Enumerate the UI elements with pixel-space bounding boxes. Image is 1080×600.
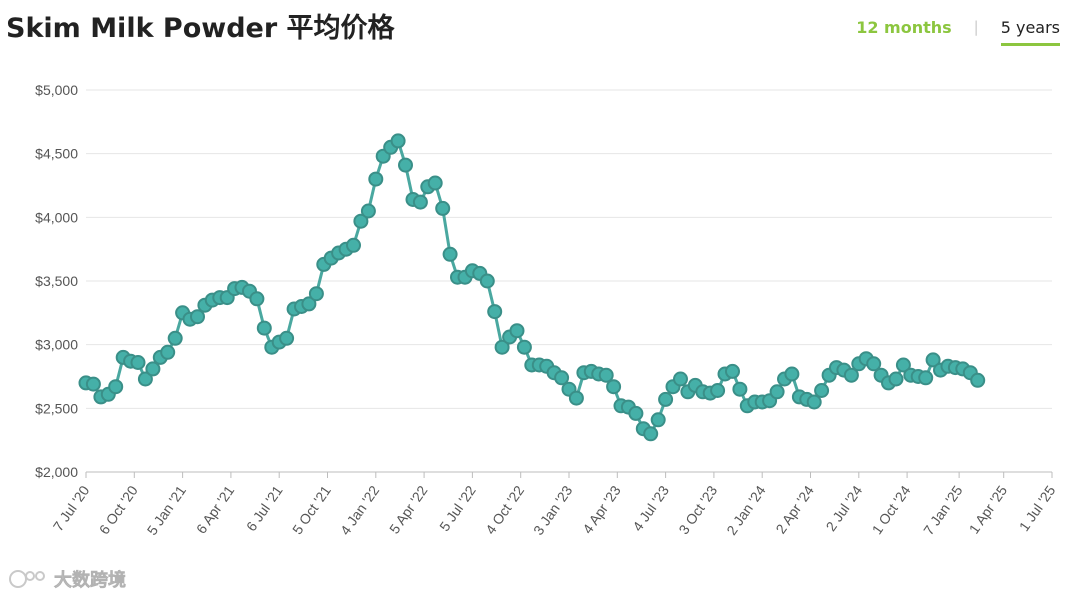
data-point[interactable] xyxy=(442,246,458,262)
data-point[interactable] xyxy=(130,355,146,370)
data-point[interactable] xyxy=(650,412,666,428)
data-point[interactable] xyxy=(725,363,740,379)
x-tick-label: 7 Jan '25 xyxy=(920,482,966,538)
x-tick-label: 2 Jul '24 xyxy=(822,482,865,534)
data-point[interactable] xyxy=(412,194,428,210)
data-point[interactable] xyxy=(658,391,674,407)
data-point[interactable] xyxy=(806,394,822,410)
data-point[interactable] xyxy=(814,383,830,398)
data-point[interactable] xyxy=(346,237,361,253)
x-tick-label: 3 Jan '23 xyxy=(530,482,576,538)
data-point[interactable] xyxy=(970,372,986,388)
data-point[interactable] xyxy=(784,366,800,382)
data-point[interactable] xyxy=(167,330,183,346)
y-axis-labels: $2,000 $2,500 $3,000 $3,500 $4,000 $4,500 $5,0… xyxy=(35,82,78,480)
data-point[interactable] xyxy=(895,357,911,373)
x-axis-labels: 7 Jul '20 6 Oct '20 5 Jan '21 6 Apr '21 6 Ju… xyxy=(50,472,1059,538)
x-tick-label: 7 Jul '20 xyxy=(50,482,93,534)
x-tick-label: 6 Jul '21 xyxy=(243,482,286,534)
data-point[interactable] xyxy=(160,344,176,360)
data-point[interactable] xyxy=(301,296,317,312)
data-point[interactable] xyxy=(606,379,622,395)
tab-12-months[interactable]: 12 months xyxy=(856,18,952,37)
x-tick-label: 6 Apr '21 xyxy=(193,482,238,536)
data-point[interactable] xyxy=(368,171,384,187)
y-tick-label: $4,000 xyxy=(35,209,78,225)
data-point[interactable] xyxy=(643,426,659,442)
data-point[interactable] xyxy=(427,175,443,191)
data-point[interactable] xyxy=(628,405,644,421)
data-point[interactable] xyxy=(487,304,503,320)
x-tick-label: 5 Jul '22 xyxy=(436,482,479,534)
tab-separator: | xyxy=(973,18,979,36)
x-tick-label: 3 Oct '23 xyxy=(675,482,720,537)
x-tick-label: 5 Apr '22 xyxy=(386,482,431,536)
tab-5-years[interactable]: 5 years xyxy=(1000,16,1060,46)
y-tick-label: $3,000 xyxy=(35,337,78,353)
data-point[interactable] xyxy=(145,361,161,377)
x-tick-label: 1 Apr '25 xyxy=(966,482,1011,536)
data-point[interactable] xyxy=(390,133,406,149)
x-tick-label: 5 Jan '21 xyxy=(144,482,190,538)
grid-lines xyxy=(86,89,1052,473)
data-point[interactable] xyxy=(360,203,376,219)
x-tick-label: 4 Jul '23 xyxy=(629,482,672,534)
data-point[interactable] xyxy=(85,376,101,392)
data-point[interactable] xyxy=(673,371,688,387)
data-point[interactable] xyxy=(843,367,859,383)
data-point[interactable] xyxy=(137,371,153,387)
y-tick-label: $2,500 xyxy=(35,400,78,416)
x-tick-label: 5 Oct '21 xyxy=(289,482,334,537)
data-point[interactable] xyxy=(769,384,785,400)
data-point[interactable] xyxy=(279,330,295,346)
page-title: Skim Milk Powder 平均价格 xyxy=(6,13,395,44)
data-point[interactable] xyxy=(249,291,265,307)
data-point[interactable] xyxy=(494,339,510,355)
time-range-tabs: 12 months | 5 years xyxy=(856,16,1060,46)
x-tick-label: 1 Oct '24 xyxy=(869,482,914,537)
data-point[interactable] xyxy=(435,200,451,216)
data-point[interactable] xyxy=(308,286,324,302)
y-tick-label: $2,000 xyxy=(35,464,78,480)
x-tick-label: 6 Oct '20 xyxy=(96,482,141,537)
data-point[interactable] xyxy=(256,320,272,336)
watermark-logo-icon xyxy=(9,570,45,588)
data-point[interactable] xyxy=(108,379,124,395)
y-tick-label: $4,500 xyxy=(35,146,78,162)
y-tick-label: $5,000 xyxy=(35,82,78,98)
data-point[interactable] xyxy=(353,213,369,229)
data-point[interactable] xyxy=(516,339,532,355)
watermark: 大数跨境 xyxy=(8,566,126,592)
x-tick-label: 4 Jan '22 xyxy=(337,482,383,538)
x-tick-label: 4 Apr '23 xyxy=(579,482,624,536)
data-point[interactable] xyxy=(710,383,726,398)
series-line xyxy=(85,139,979,436)
data-point[interactable] xyxy=(190,309,205,325)
data-point[interactable] xyxy=(398,157,413,173)
data-point[interactable] xyxy=(888,371,904,387)
data-point[interactable] xyxy=(509,323,525,339)
data-point[interactable] xyxy=(918,370,934,386)
x-tick-label: 4 Oct '22 xyxy=(482,482,527,537)
x-tick-label: 2 Apr '24 xyxy=(772,482,817,536)
x-tick-label: 1 Jul '25 xyxy=(1016,482,1059,534)
y-tick-label: $3,500 xyxy=(35,273,78,289)
data-point[interactable] xyxy=(568,390,584,406)
data-point[interactable] xyxy=(732,381,748,397)
data-point[interactable] xyxy=(554,370,570,386)
series-markers xyxy=(78,133,986,442)
data-point[interactable] xyxy=(479,273,495,289)
x-tick-label: 2 Jan '24 xyxy=(723,482,769,538)
data-point[interactable] xyxy=(925,352,941,368)
data-point[interactable] xyxy=(598,367,614,383)
watermark-text: 大数跨境 xyxy=(54,570,127,592)
data-point[interactable] xyxy=(866,356,882,372)
